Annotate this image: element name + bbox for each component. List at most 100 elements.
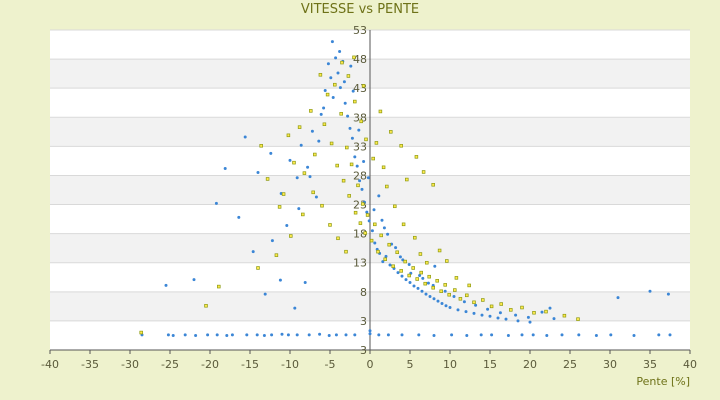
data-point (280, 332, 284, 336)
data-point (594, 333, 598, 337)
data-point (560, 333, 564, 337)
data-point (277, 205, 282, 209)
data-point (576, 317, 580, 321)
data-point (383, 257, 387, 261)
data-point (223, 166, 227, 170)
data-point (303, 281, 307, 285)
x-axis-label: Pente [%] (636, 375, 690, 388)
data-point (548, 306, 552, 310)
y-tick-label: 3 (360, 344, 367, 357)
x-tick-label: -35 (81, 358, 99, 371)
data-point (370, 229, 374, 233)
data-point (486, 307, 490, 311)
x-tick-label: 30 (603, 358, 617, 371)
x-tick-label: 25 (563, 358, 577, 371)
data-point (353, 333, 357, 337)
data-point (329, 141, 334, 146)
data-point (295, 333, 299, 337)
data-point (345, 145, 349, 150)
data-point (251, 250, 255, 254)
x-tick-label: 20 (523, 358, 537, 371)
data-point (668, 333, 672, 337)
data-point (367, 219, 371, 223)
data-point (286, 133, 291, 138)
data-point (432, 297, 436, 301)
data-point (506, 333, 510, 337)
data-point (206, 333, 210, 337)
data-point (325, 92, 330, 97)
data-point (341, 178, 346, 183)
data-point (230, 333, 234, 337)
data-point (490, 333, 494, 337)
y-tick-label: 23 (353, 199, 367, 212)
data-point (326, 62, 330, 66)
data-point (419, 270, 423, 275)
y-tick-label: 18 (353, 228, 367, 241)
y-tick-label: 53 (353, 24, 367, 37)
data-point (269, 151, 273, 155)
data-point (365, 213, 370, 217)
data-point (274, 253, 279, 257)
data-point (329, 76, 333, 80)
data-point (361, 202, 365, 206)
data-point (301, 212, 305, 217)
data-point (423, 281, 427, 286)
data-point (334, 56, 338, 60)
data-point (270, 333, 274, 337)
data-point (481, 298, 485, 302)
data-point (464, 310, 468, 314)
data-point (401, 222, 406, 227)
data-point (412, 284, 416, 288)
data-point (215, 333, 219, 337)
data-point (424, 292, 428, 296)
data-point (454, 276, 459, 280)
x-tick-label: -10 (281, 358, 299, 371)
data-point (192, 278, 196, 282)
data-point (281, 192, 286, 196)
data-point (343, 101, 347, 105)
data-point (420, 289, 424, 293)
data-point (365, 210, 369, 214)
data-point (440, 301, 444, 305)
data-point (318, 73, 323, 77)
data-point (352, 55, 356, 60)
data-point (356, 183, 360, 188)
data-point (344, 333, 348, 337)
data-point (333, 82, 337, 87)
data-point (437, 248, 442, 253)
data-point (331, 95, 335, 99)
data-point (297, 207, 301, 211)
data-point (334, 333, 338, 337)
data-point (237, 215, 241, 219)
data-point (504, 317, 508, 321)
y-tick-label: 8 (360, 286, 367, 299)
data-point (256, 266, 260, 270)
x-tick-label: -5 (325, 358, 336, 371)
data-point (374, 141, 379, 145)
x-tick-label: 15 (483, 358, 497, 371)
data-point (448, 306, 452, 310)
data-point (421, 170, 426, 174)
data-point (318, 332, 322, 336)
data-point (421, 276, 425, 280)
data-point (433, 264, 437, 268)
data-point (400, 333, 404, 337)
data-point (526, 315, 530, 319)
data-point (609, 333, 613, 337)
data-point (353, 210, 358, 215)
data-point (418, 252, 423, 256)
data-point (214, 201, 218, 205)
data-point (372, 208, 376, 212)
data-point (344, 249, 348, 254)
data-point (657, 333, 661, 337)
data-point (309, 109, 313, 113)
data-point (407, 262, 411, 266)
data-point (444, 304, 448, 308)
data-point (363, 231, 367, 235)
data-point (297, 125, 302, 129)
y-tick-label: 33 (353, 140, 367, 153)
data-point (366, 176, 370, 180)
data-point (357, 128, 361, 132)
